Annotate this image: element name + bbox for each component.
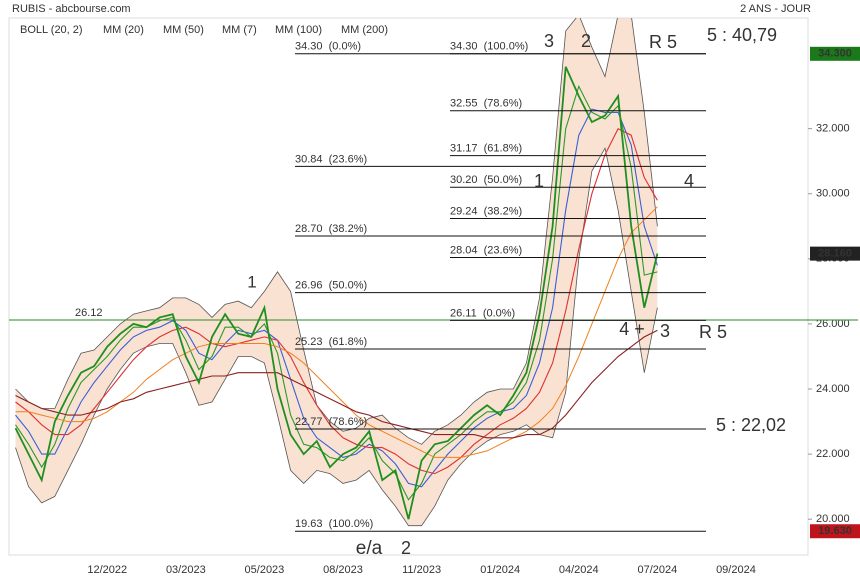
y-tick-label: 22.000	[816, 448, 850, 460]
price-line	[14, 66, 659, 520]
fib-label: 32.55 (78.6%)	[450, 98, 522, 110]
fib-label: 29.24 (38.2%)	[450, 205, 522, 217]
legend-entry: MM (7)	[222, 24, 257, 36]
fib-label: 28.70 (38.2%)	[295, 223, 367, 235]
annotation: R 5	[649, 32, 677, 52]
x-tick-label: 03/2023	[166, 564, 206, 576]
bollinger-fill	[15, 18, 658, 526]
moving-average	[15, 127, 658, 475]
annotation: 4 +	[619, 319, 645, 339]
fib-label: 26.96 (50.0%)	[295, 280, 367, 292]
fib-label: 34.30 (0.0%)	[295, 41, 361, 53]
legend-entry: MM (50)	[163, 24, 204, 36]
y-tick-label: 30.000	[816, 188, 850, 200]
bollinger-lower	[15, 147, 658, 527]
price-marker	[810, 46, 860, 61]
x-tick-label: 01/2024	[480, 564, 520, 576]
moving-average	[15, 108, 658, 488]
legend-entry: BOLL (20, 2)	[20, 24, 83, 36]
legend-entry: MM (20)	[103, 24, 144, 36]
fib-label: 31.17 (61.8%)	[450, 143, 522, 155]
annotation: 5 : 40,79	[707, 25, 777, 45]
fib-label: 26.11 (0.0%)	[450, 307, 515, 319]
price-marker-label: 28.160	[818, 248, 852, 260]
annotation: e/a	[356, 538, 383, 559]
fib-label: 28.04 (23.6%)	[450, 244, 522, 256]
price-marker-label: 34.300	[818, 48, 852, 60]
moving-average	[15, 84, 658, 501]
fib-label: 30.20 (50.0%)	[450, 174, 522, 186]
legend-entry: MM (100)	[275, 24, 322, 36]
price-marker	[810, 246, 860, 261]
x-tick-label: 12/2022	[87, 564, 127, 576]
annotation: 2	[401, 538, 411, 558]
y-tick-label: 20.000	[816, 513, 850, 525]
x-tick-label: 04/2024	[559, 564, 599, 576]
x-tick-label: 05/2023	[245, 564, 285, 576]
level-label: 26.12	[75, 307, 103, 319]
y-tick-label: 26.000	[816, 318, 850, 330]
fib-label: 22.77 (78.6%)	[295, 416, 367, 428]
annotation: 2	[581, 31, 591, 51]
period-label: 2 ANS - JOUR	[740, 3, 811, 15]
fib-label: 30.84 (23.6%)	[295, 153, 367, 165]
annotation: 4	[684, 171, 694, 191]
plot-frame	[8, 17, 809, 556]
y-tick-label: 32.000	[816, 123, 850, 135]
moving-average	[15, 206, 658, 458]
x-tick-label: 11/2023	[402, 564, 441, 576]
x-tick-label: 09/2024	[716, 564, 756, 576]
annotation: 5 : 22,02	[716, 415, 786, 435]
fib-label: 25.23 (61.8%)	[295, 336, 367, 348]
annotation: 3	[544, 31, 554, 51]
x-tick-label: 08/2023	[323, 564, 363, 576]
annotation: 1	[534, 171, 544, 191]
annotation: R 5	[699, 322, 727, 342]
annotation: 3	[660, 321, 670, 341]
bollinger-upper	[15, 18, 658, 445]
y-tick-label: 24.000	[816, 383, 850, 395]
fib-label: 34.30 (100.0%)	[450, 41, 528, 53]
chart-title: RUBIS - abcbourse.com	[12, 3, 131, 15]
annotation: 1	[247, 272, 256, 291]
x-tick-label: 07/2024	[637, 564, 677, 576]
legend-entry: MM (200)	[341, 24, 388, 36]
price-marker	[810, 524, 860, 539]
fib-label: 19.63 (100.0%)	[295, 518, 373, 530]
price-marker-label: 19.630	[818, 525, 852, 537]
